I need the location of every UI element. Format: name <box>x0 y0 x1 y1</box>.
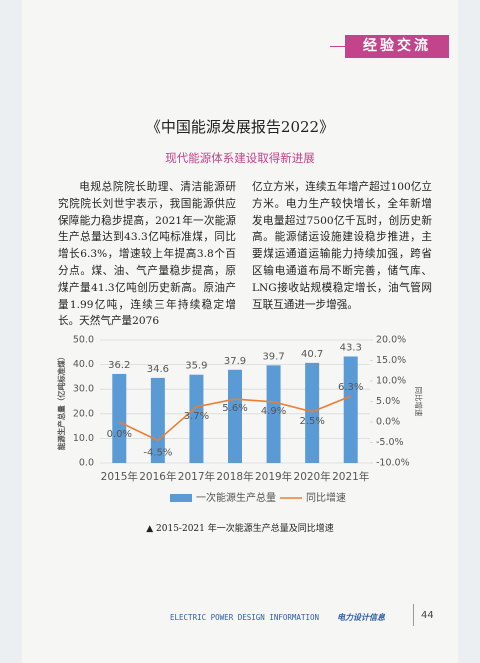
line-value-label: 4.9% <box>261 406 286 417</box>
x-tick-label: 2016年 <box>139 470 176 483</box>
bar-value-label: 39.7 <box>262 351 284 362</box>
bar <box>305 362 320 463</box>
chart: 0.0 10.0 20.0 30.0 40.0 50.0 -10.0% -5.0% 0.0% 5.… <box>56 335 424 505</box>
bar <box>112 373 127 463</box>
line-value-label: 3.7% <box>184 411 209 422</box>
y-tick-label: 0.0 <box>79 458 94 469</box>
y-tick-label: 30.0 <box>73 384 94 395</box>
x-tick-label: 2020年 <box>294 470 331 483</box>
bar <box>343 356 358 463</box>
bar-value-label: 36.2 <box>108 360 130 371</box>
y2-tick-label: 20.0% <box>376 335 406 346</box>
line-value-label: -4.5% <box>143 447 172 458</box>
y-tick-label: 50.0 <box>73 335 94 346</box>
page-number: 44 <box>421 610 434 621</box>
article-subtitle: 现代能源体系建设取得新进展 <box>165 151 315 165</box>
bar-value-label: 43.3 <box>340 342 362 353</box>
line <box>118 395 352 442</box>
y-tick-label: 10.0 <box>73 433 94 444</box>
y2-tick-label: 15.0% <box>376 355 406 366</box>
y2-tick-label: 0.0% <box>376 417 400 428</box>
line-value-label: 0.0% <box>107 429 132 440</box>
x-tick-label: 2015年 <box>101 470 138 483</box>
chart-caption: ▲ 2015-2021 年一次能源生产总量及同比增速 <box>146 524 334 534</box>
bar <box>228 369 242 463</box>
divider <box>413 604 414 626</box>
y2-tick-label: 5.0% <box>376 396 400 407</box>
publication-name: ELECTRIC POWER DESIGN INFORMATION <box>170 613 320 622</box>
x-tick-label: 2021年 <box>332 470 369 483</box>
y2-tick-label: -10.0% <box>376 458 410 469</box>
bar-value-label: 35.9 <box>185 361 207 372</box>
tag-rule <box>330 46 345 47</box>
line-value-label: 2.5% <box>299 416 324 427</box>
x-tick-label: 2018年 <box>216 470 253 483</box>
y2-axis-title: 同比增速 <box>414 387 424 417</box>
body-text: 电规总院院长助理、清洁能源研究院院长刘世宇表示，我国能源供应保障能力稳步提高，2… <box>58 181 236 328</box>
section-tag: 经验交流 <box>345 35 449 58</box>
article-title: 《中国能源发展报告2022》 <box>145 118 335 136</box>
bar-value-label: 40.7 <box>301 349 323 360</box>
side-band <box>458 0 480 663</box>
bar <box>189 374 204 463</box>
y-tick-label: 40.0 <box>73 359 94 370</box>
y-axis-title: 能源生产总量（亿吨标准煤） <box>56 353 66 451</box>
y-tick-label: 20.0 <box>73 408 94 419</box>
publication-name: 电力设计信息 <box>337 613 385 622</box>
body-text: 亿立方米，连续五年增产超过100亿立方米。电力生产较快增长，全年新增发电量超过7… <box>252 181 432 311</box>
bar-value-label: 34.6 <box>147 364 169 375</box>
x-tick-label: 2019年 <box>255 470 292 483</box>
y2-tick-label: -5.0% <box>376 437 404 448</box>
legend-swatch <box>170 494 192 502</box>
x-tick-label: 2017年 <box>178 470 215 483</box>
legend-label: 同比增速 <box>306 491 346 504</box>
bar-value-label: 37.9 <box>224 356 246 367</box>
legend-label: 一次能源生产总量 <box>196 491 276 504</box>
line-value-label: 6.3% <box>338 382 363 393</box>
line-value-label: 5.6% <box>222 403 247 414</box>
bar <box>150 377 165 463</box>
side-band <box>0 0 22 663</box>
y2-tick-label: 10.0% <box>376 376 406 387</box>
bar <box>266 365 281 463</box>
